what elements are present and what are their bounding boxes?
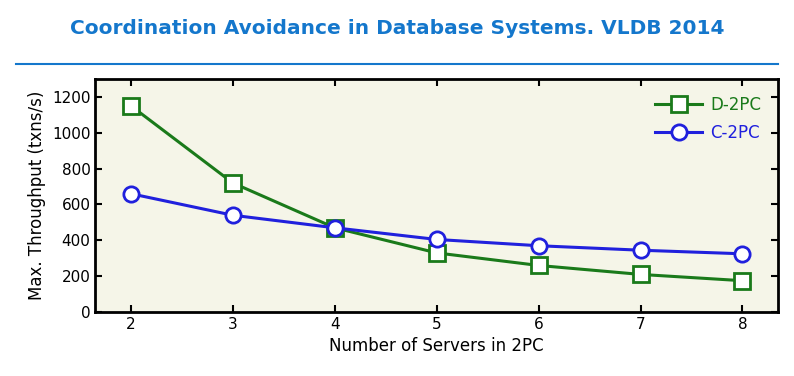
C-2PC (126, 191, 136, 196)
X-axis label: Number of Servers in 2PC: Number of Servers in 2PC (330, 338, 544, 355)
Legend: D-2PC, C-2PC: D-2PC, C-2PC (647, 87, 770, 150)
C-2PC (534, 244, 543, 248)
D-2PC (534, 263, 543, 268)
Text: Coordination Avoidance in Database Systems. VLDB 2014: Coordination Avoidance in Database Syste… (70, 19, 724, 38)
C-2PC (738, 252, 747, 256)
D-2PC (228, 181, 237, 185)
Line: C-2PC: C-2PC (123, 186, 750, 261)
C-2PC (228, 213, 237, 217)
D-2PC (330, 226, 340, 230)
Y-axis label: Max. Throughput (txns/s): Max. Throughput (txns/s) (29, 91, 46, 300)
C-2PC (636, 248, 646, 252)
D-2PC (432, 251, 441, 255)
D-2PC (126, 104, 136, 108)
C-2PC (432, 237, 441, 242)
C-2PC (330, 226, 340, 230)
D-2PC (636, 272, 646, 277)
Line: D-2PC: D-2PC (123, 98, 750, 288)
D-2PC (738, 279, 747, 283)
